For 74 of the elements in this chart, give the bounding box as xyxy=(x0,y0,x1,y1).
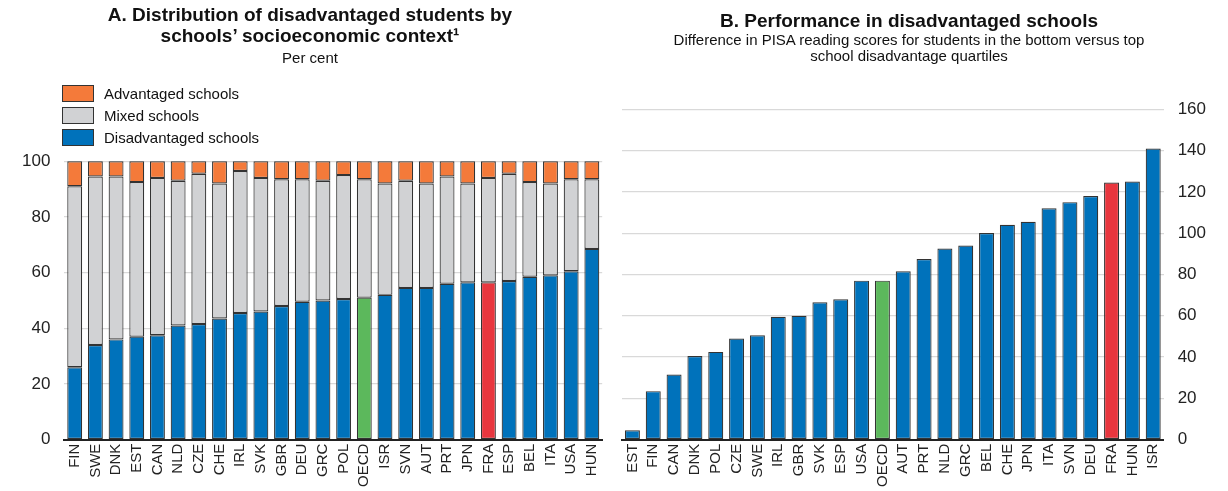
x-tick-label: OECD xyxy=(354,443,372,488)
y-tick-label: 160 xyxy=(1177,98,1207,118)
x-tick-label: SVK xyxy=(810,443,828,474)
x-tick-label: JPN xyxy=(1018,443,1036,473)
x-tick-label: NLD xyxy=(935,443,953,474)
legend-label: Mixed schools xyxy=(104,106,200,124)
y-tick-label: 100 xyxy=(21,150,51,170)
x-tick-label: AUT xyxy=(416,443,434,474)
x-tick-label: CHE xyxy=(997,443,1015,476)
x-tick-label: ISR xyxy=(1143,443,1161,469)
y-tick-label: 60 xyxy=(1177,305,1197,325)
x-tick-label: SWE xyxy=(85,443,103,478)
x-tick-label: ESP xyxy=(499,443,517,474)
x-tick-label: GBR xyxy=(271,443,289,477)
x-tick-label: AUT xyxy=(893,443,911,474)
x-tick-label: CHE xyxy=(209,443,227,476)
x-tick-label: SWE xyxy=(747,443,765,478)
legend-label: Advantaged schools xyxy=(104,84,240,102)
y-tick-label: 60 xyxy=(31,262,51,282)
x-tick-label: IRL xyxy=(768,443,786,468)
y-tick-label: 40 xyxy=(1177,346,1197,366)
chart-title: B. Performance in disadvantaged schools xyxy=(719,10,1099,31)
x-tick-label: DEU xyxy=(1080,443,1098,476)
x-tick-label: ITA xyxy=(1039,443,1057,466)
y-tick-label: 80 xyxy=(31,206,51,226)
x-tick-label: SVK xyxy=(251,443,269,474)
x-tick-label: HUN xyxy=(581,443,599,477)
x-tick-label: POL xyxy=(333,443,351,474)
y-tick-label: 40 xyxy=(31,317,51,337)
x-tick-label: DNK xyxy=(685,443,703,476)
legend-label: Disadvantaged schools xyxy=(104,128,260,146)
x-tick-label: ISR xyxy=(375,443,393,469)
y-tick-label: 100 xyxy=(1177,222,1207,242)
x-tick-label: DEU xyxy=(292,443,310,476)
y-tick-label: 80 xyxy=(1177,264,1197,284)
x-tick-label: CAN xyxy=(147,443,165,476)
x-tick-label: POL xyxy=(705,443,723,474)
x-tick-label: IRL xyxy=(230,443,248,468)
y-tick-label: 20 xyxy=(1177,388,1197,408)
x-tick-label: CZE xyxy=(188,443,206,474)
x-tick-label: JPN xyxy=(457,443,475,473)
chart-title: A. Distribution of disadvantaged students by schools’ socioeconomic context¹ xyxy=(106,4,514,46)
x-tick-label: SVN xyxy=(395,443,413,475)
x-tick-label: PRT xyxy=(914,443,932,474)
x-tick-label: FIN xyxy=(64,443,82,468)
y-tick-label: 0 xyxy=(40,429,51,449)
x-tick-label: BEL xyxy=(976,443,994,473)
x-tick-label: FRA xyxy=(1101,443,1119,474)
x-tick-label: GRC xyxy=(313,443,331,478)
y-tick-label: 20 xyxy=(31,373,51,393)
x-tick-label: GRC xyxy=(955,443,973,478)
x-tick-label: NLD xyxy=(168,443,186,474)
x-tick-label: FIN xyxy=(643,443,661,468)
x-tick-label: BEL xyxy=(519,443,537,473)
x-tick-label: USA xyxy=(851,443,869,475)
x-tick-label: PRT xyxy=(437,443,455,474)
x-tick-label: OECD xyxy=(872,443,890,488)
x-tick-label: GBR xyxy=(789,443,807,477)
x-tick-label: ESP xyxy=(830,443,848,474)
x-tick-label: DNK xyxy=(106,443,124,476)
y-tick-label: 140 xyxy=(1177,140,1207,160)
x-tick-label: EST xyxy=(622,443,640,473)
x-tick-label: EST xyxy=(126,443,144,473)
x-tick-label: HUN xyxy=(1122,443,1140,477)
y-tick-label: 120 xyxy=(1177,181,1207,201)
x-tick-label: USA xyxy=(561,443,579,475)
x-tick-label: FRA xyxy=(478,443,496,474)
x-tick-label: ITA xyxy=(540,443,558,466)
x-tick-label: CZE xyxy=(726,443,744,474)
chart-subtitle: Difference in PISA reading scores for students in the bottom versus top school disadvantage quartiles xyxy=(672,31,1146,64)
chart-subtitle: Per cent xyxy=(281,49,339,66)
x-tick-label: SVN xyxy=(1060,443,1078,475)
x-tick-label: CAN xyxy=(664,443,682,476)
y-tick-label: 0 xyxy=(1177,429,1188,449)
